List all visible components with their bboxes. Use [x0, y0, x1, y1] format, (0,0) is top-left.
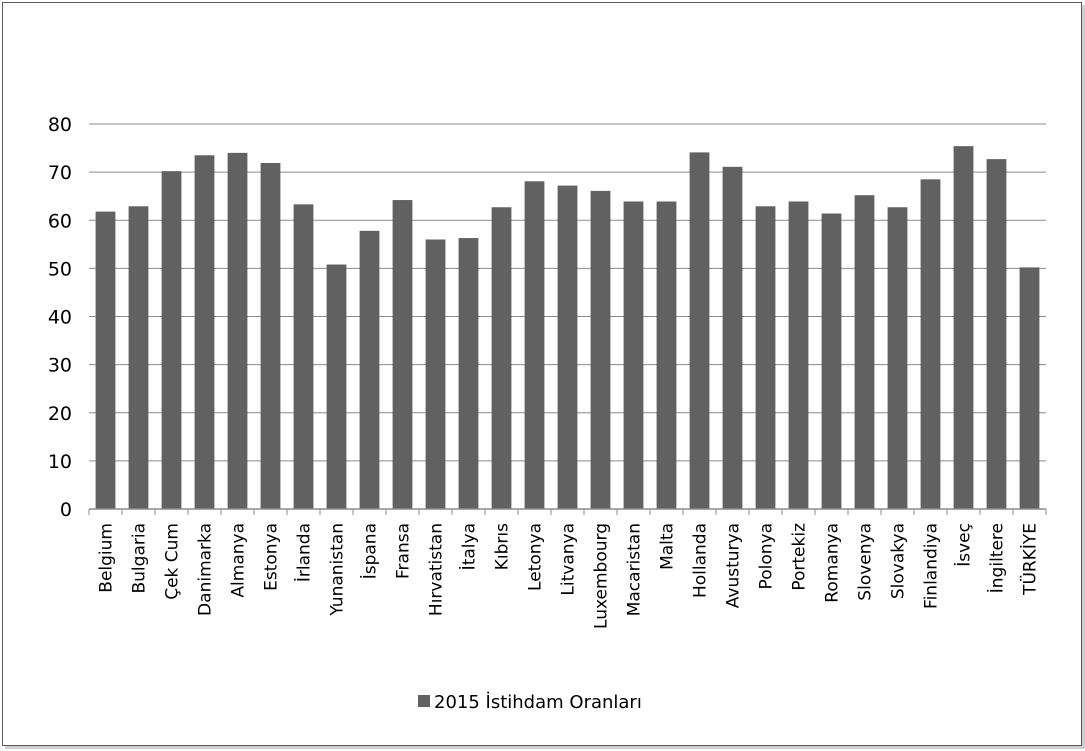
category-label: Kıbrıs	[493, 523, 513, 570]
category-label: Luxembourg	[592, 523, 612, 629]
bar	[854, 195, 875, 509]
y-tick-label: 30	[48, 355, 72, 377]
bar	[953, 146, 974, 509]
bar	[425, 239, 446, 509]
bar	[392, 200, 413, 509]
bar	[326, 264, 347, 509]
bar	[359, 230, 380, 509]
bar	[128, 206, 149, 509]
bar	[722, 166, 743, 510]
category-label: İspana	[360, 523, 381, 579]
bar	[260, 162, 281, 509]
y-tick-label: 10	[48, 451, 72, 473]
x-axis-ticks	[88, 509, 1047, 515]
bar	[227, 152, 248, 509]
y-tick-label: 60	[48, 210, 72, 232]
bar	[194, 155, 215, 509]
category-label: Fransa	[394, 523, 414, 579]
bar	[656, 201, 677, 509]
bar	[293, 204, 314, 509]
category-label: İngiltere	[987, 523, 1008, 593]
bar	[557, 185, 578, 509]
category-label: İrlanda	[294, 523, 315, 582]
bar	[920, 179, 941, 509]
bar	[821, 213, 842, 509]
bar	[491, 207, 512, 509]
category-label: İsveç	[954, 523, 975, 567]
bar	[689, 152, 710, 510]
category-label: Hırvatistan	[427, 523, 447, 616]
category-label: Çek Cum	[163, 523, 183, 600]
legend-swatch	[418, 695, 430, 707]
category-label: Letonya	[526, 523, 546, 591]
bar	[161, 171, 182, 509]
category-label: Estonya	[262, 523, 282, 591]
category-label: Romanya	[823, 523, 843, 603]
x-axis-category-labels: Belgium Bulgaria Çek Cum Danimarka Almanya Es…	[97, 523, 1041, 629]
category-label: Almanya	[229, 523, 249, 598]
category-label: Yunanistan	[328, 523, 348, 617]
bar	[95, 211, 116, 509]
legend: 2015 İstihdam Oranları	[418, 692, 642, 713]
y-tick-label: 40	[48, 307, 72, 329]
legend-label: 2015 İstihdam Oranları	[434, 692, 642, 713]
category-label: Avusturya	[724, 523, 744, 608]
category-label: Danimarka	[196, 523, 216, 616]
y-axis-tick-labels: 0 10 20 30 40 50 60 70 80	[48, 114, 72, 521]
y-tick-label: 50	[48, 258, 72, 280]
y-tick-label: 70	[48, 162, 72, 184]
bar	[590, 190, 611, 510]
category-label: Hollanda	[691, 523, 711, 598]
category-label: Portekiz	[790, 523, 810, 591]
category-label: Finlandiya	[922, 523, 942, 609]
category-label: Belgium	[97, 523, 117, 593]
y-tick-label: 80	[48, 114, 72, 136]
category-label: Litvanya	[559, 523, 579, 596]
bar	[524, 181, 545, 510]
category-label: Macaristan	[625, 523, 645, 616]
bar	[887, 207, 908, 509]
bar	[1019, 267, 1040, 509]
bars	[95, 146, 1040, 510]
category-label: İtalya	[459, 523, 480, 570]
category-label: TÜRKİYE	[1019, 523, 1041, 596]
bar	[458, 238, 479, 509]
category-label: Polonya	[757, 523, 777, 589]
bar	[986, 159, 1007, 509]
category-label: Bulgaria	[130, 523, 150, 594]
bar	[755, 206, 776, 509]
category-label: Slovakya	[889, 523, 909, 599]
y-tick-label: 0	[60, 499, 72, 521]
bar	[788, 201, 809, 509]
category-label: Malta	[658, 523, 678, 570]
bar	[623, 201, 644, 509]
y-tick-label: 20	[48, 403, 72, 425]
category-label: Slovenya	[856, 523, 876, 601]
